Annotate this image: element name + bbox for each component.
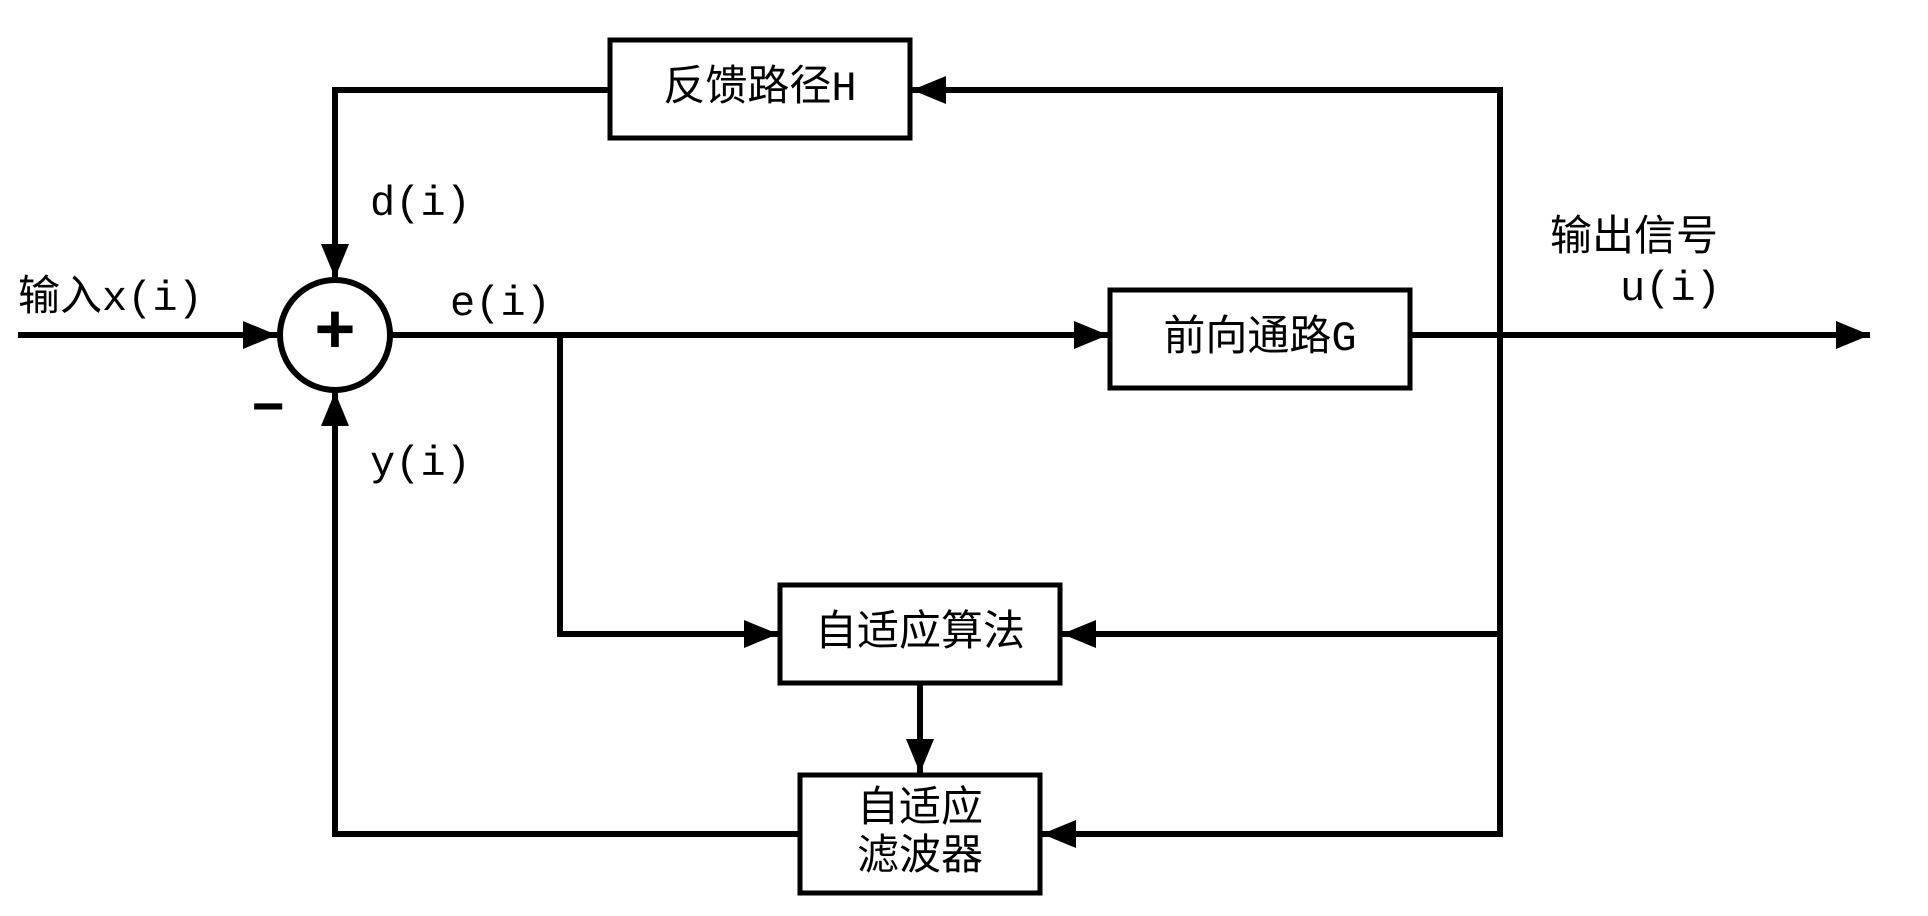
- arrowhead: [1062, 620, 1096, 648]
- label-d: d(i): [370, 180, 471, 228]
- arrowhead: [912, 76, 946, 104]
- wire-e-to-algo: [560, 335, 778, 634]
- box-forward-g-label: 前向通路G: [1163, 314, 1356, 363]
- arrowhead: [906, 739, 934, 773]
- box-adaptive-algo-label: 自适应算法: [815, 608, 1025, 658]
- label-y: y(i): [370, 440, 471, 488]
- arrowhead: [1836, 321, 1870, 349]
- summing-plus: +: [314, 296, 356, 375]
- label-output-1: 输出信号: [1550, 214, 1718, 263]
- arrowhead: [744, 620, 778, 648]
- box-adaptive-filter-label-0: 自适应: [857, 784, 983, 834]
- box-feedback-h-label: 反馈路径H: [663, 64, 856, 113]
- arrowhead: [1074, 321, 1108, 349]
- label-output-2: u(i): [1620, 265, 1721, 313]
- arrowhead: [321, 392, 349, 426]
- arrowhead: [243, 321, 277, 349]
- box-adaptive-filter-label-1: 滤波器: [857, 833, 983, 882]
- label-e: e(i): [450, 280, 551, 328]
- wire-output-to-filter: [1042, 634, 1500, 834]
- summing-minus: −: [251, 378, 285, 442]
- arrowhead: [1042, 820, 1076, 848]
- label-input: 输入x(i): [18, 274, 203, 323]
- arrowhead: [321, 244, 349, 278]
